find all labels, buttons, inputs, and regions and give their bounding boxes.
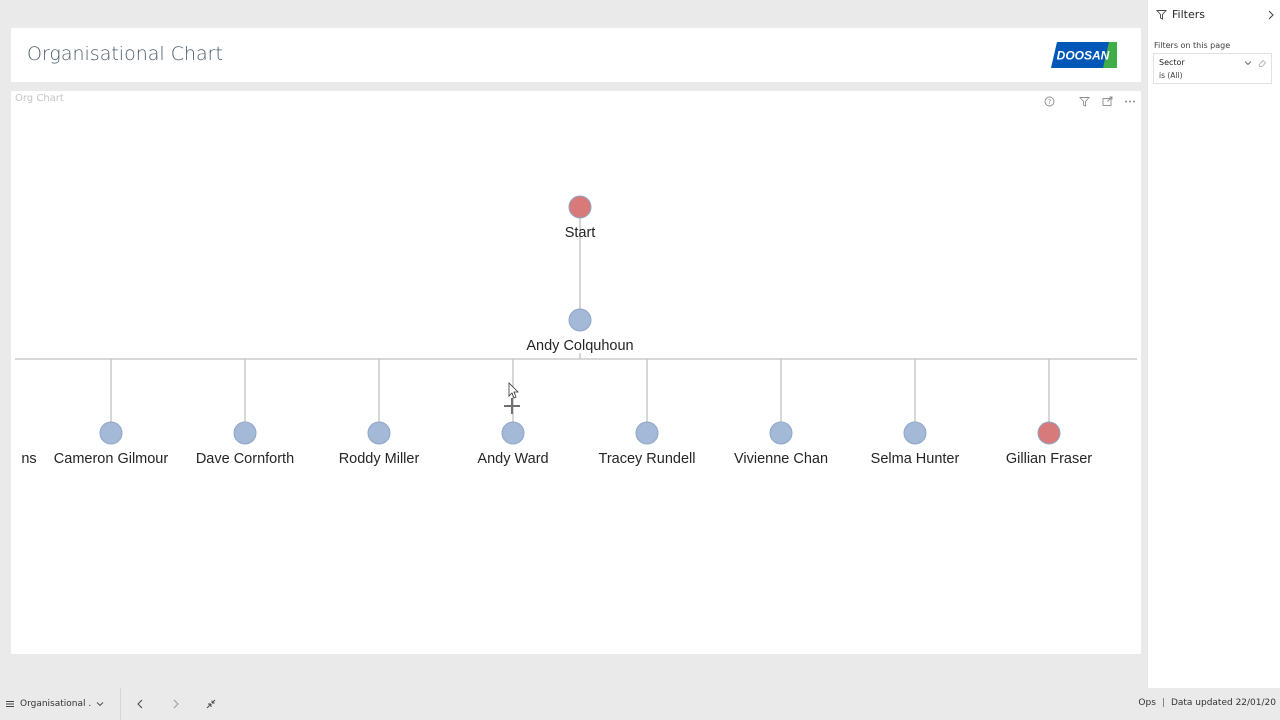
status-info: Ops | Data updated 22/01/20 (1138, 698, 1276, 708)
node-circle[interactable] (568, 195, 592, 219)
org-node-manager[interactable]: Andy Colquhoun (526, 308, 634, 354)
node-label: Gillian Fraser (1006, 451, 1092, 467)
visual-header-actions: ? (1042, 93, 1137, 109)
filters-on-page-label: Filters on this page (1154, 41, 1231, 50)
org-node-report[interactable]: Tracey Rundell (599, 421, 696, 467)
next-page-icon[interactable] (170, 698, 182, 710)
filter-icon[interactable] (1077, 94, 1091, 108)
org-node-root[interactable]: Start (565, 195, 596, 241)
node-circle[interactable] (769, 421, 793, 445)
doosan-logo: DOOSAN (1051, 42, 1117, 68)
expand-plus-icon[interactable] (504, 398, 520, 414)
filter-field-value: is (All) (1159, 71, 1183, 80)
pages-menu-icon[interactable] (5, 699, 15, 709)
current-page-name[interactable]: Organisational ... (20, 699, 92, 709)
mouse-cursor-icon (508, 382, 519, 399)
report-header: Organisational Chart DOOSAN (11, 28, 1141, 82)
filters-header: Filters (1156, 8, 1205, 21)
node-label: Tracey Rundell (599, 451, 696, 467)
more-options-icon[interactable] (1123, 94, 1137, 108)
funnel-icon (1156, 10, 1167, 20)
page-title: Organisational Chart (27, 43, 223, 65)
visual-title: Org Chart (15, 93, 64, 104)
org-node-report[interactable]: Vivienne Chan (734, 421, 828, 467)
focus-mode-icon[interactable] (1100, 94, 1114, 108)
svg-text:DOOSAN: DOOSAN (1057, 49, 1110, 63)
org-chart-visual[interactable]: Org Chart ? Start Andy Colquhoun ns Cameron… (11, 91, 1141, 654)
node-label: Start (565, 225, 596, 241)
node-circle[interactable] (367, 421, 391, 445)
node-circle[interactable] (1037, 421, 1061, 445)
node-label: Vivienne Chan (734, 451, 828, 467)
collapse-pane-chevron-icon[interactable] (1265, 8, 1277, 22)
node-circle[interactable] (568, 308, 592, 332)
exit-fullscreen-icon[interactable] (205, 698, 217, 710)
org-chart-canvas[interactable]: Start Andy Colquhoun ns Cameron Gilmour Dave… (11, 91, 1141, 654)
chevron-down-icon[interactable] (1243, 58, 1253, 68)
node-label: Cameron Gilmour (54, 451, 169, 467)
page-navigator[interactable]: Organisational ... (0, 688, 121, 720)
node-label: Dave Cornforth (196, 451, 294, 467)
filter-field-name: Sector (1159, 58, 1185, 67)
org-node-report[interactable]: Selma Hunter (871, 421, 960, 467)
node-label: Roddy Miller (339, 451, 420, 467)
org-node-report[interactable]: Andy Ward (477, 421, 549, 467)
node-label: Selma Hunter (871, 451, 960, 467)
node-circle[interactable] (903, 421, 927, 445)
org-node-report[interactable]: Cameron Gilmour (54, 421, 169, 467)
filters-title: Filters (1172, 8, 1205, 21)
chevron-down-icon[interactable] (95, 699, 105, 709)
workspace-name: Ops (1138, 698, 1156, 708)
node-circle[interactable] (99, 421, 123, 445)
svg-text:?: ? (1047, 98, 1051, 106)
filters-pane: Filters Filters on this page Sector is (… (1147, 0, 1280, 688)
status-bar: Organisational ... Ops | Data updated 22… (0, 688, 1280, 720)
org-nodes: Start Andy Colquhoun ns Cameron Gilmour Dave… (21, 195, 1092, 467)
clear-filter-eraser-icon[interactable] (1257, 58, 1267, 68)
org-node-report[interactable]: Dave Cornforth (196, 421, 294, 467)
data-updated-label: Data updated 22/01/20 (1170, 698, 1276, 708)
previous-page-icon[interactable] (134, 698, 146, 710)
filter-card-sector[interactable]: Sector is (All) (1153, 53, 1272, 84)
node-label: Andy Colquhoun (526, 338, 633, 354)
org-node-report[interactable]: Roddy Miller (339, 421, 420, 467)
node-circle[interactable] (635, 421, 659, 445)
node-circle[interactable] (501, 421, 525, 445)
org-node-report-partial-label: ns (21, 451, 36, 467)
node-label: Andy Ward (477, 451, 548, 467)
org-node-report[interactable]: Gillian Fraser (1006, 421, 1092, 467)
help-icon[interactable]: ? (1042, 94, 1056, 108)
status-separator: | (1161, 698, 1165, 708)
node-circle[interactable] (233, 421, 257, 445)
